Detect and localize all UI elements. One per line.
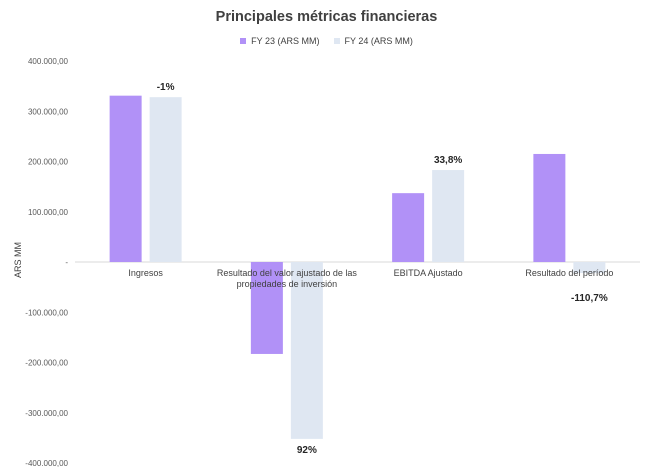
y-tick-label: 300.000,00 [28, 107, 69, 116]
legend-label-fy24: FY 24 (ARS MM) [344, 36, 413, 46]
legend-item-fy24: FY 24 (ARS MM) [333, 36, 413, 46]
bar-fy24 [573, 262, 606, 274]
y-tick-label: 400.000,00 [28, 57, 69, 66]
bar-fy23 [109, 95, 142, 262]
bar-fy24 [432, 170, 465, 262]
bar-fy23 [250, 262, 283, 354]
y-tick-label: -200.000,00 [25, 359, 68, 368]
y-tick-label: 100.000,00 [28, 208, 69, 217]
chart-title: Principales métricas financieras [215, 9, 438, 25]
data-annotation: -1% [157, 82, 175, 93]
data-annotation: 33,8% [434, 155, 462, 166]
legend-swatch-fy24 [333, 38, 340, 44]
category-label: Resultado del período [525, 268, 613, 278]
y-tick-label: -400.000,00 [25, 459, 68, 468]
category-label: Ingresos [128, 268, 163, 278]
legend-item-fy23: FY 23 (ARS MM) [240, 36, 320, 46]
legend-label-fy23: FY 23 (ARS MM) [251, 36, 320, 46]
y-tick-label: - [65, 258, 68, 267]
data-annotation: -110,7% [571, 293, 608, 304]
bar-fy24 [149, 97, 182, 263]
bar-fy23 [392, 193, 425, 262]
category-label: EBITDA Ajustado [394, 268, 463, 278]
bar-fy24 [290, 262, 323, 439]
legend: FY 23 (ARS MM) FY 24 (ARS MM) [0, 36, 653, 46]
y-tick-label: -300.000,00 [25, 409, 68, 418]
y-tick-label: -100.000,00 [25, 308, 68, 317]
data-annotation: 92% [297, 445, 317, 456]
bar-fy23 [533, 153, 566, 262]
category-label: Resultado del valor ajustado de las [217, 268, 358, 278]
category-label: propiedades de inversión [237, 279, 338, 289]
y-tick-label: 200.000,00 [28, 158, 69, 167]
legend-swatch-fy23 [240, 38, 247, 44]
